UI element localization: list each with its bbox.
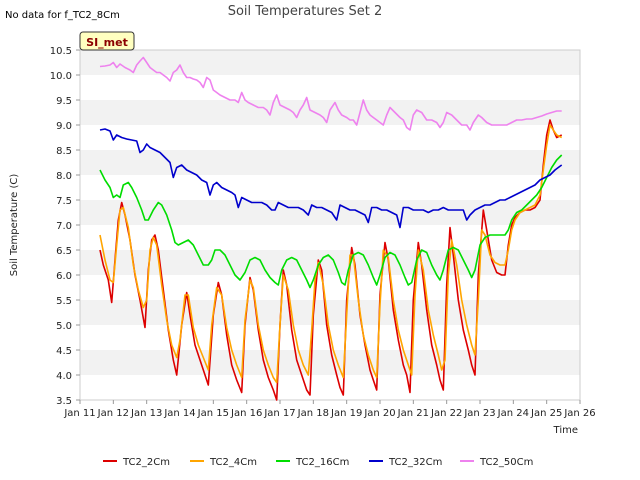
y-tick-label: 7.0 bbox=[56, 221, 72, 232]
x-tick-label: Jan 11 bbox=[63, 408, 95, 419]
y-axis-title: Soil Temperature (C) bbox=[9, 174, 20, 277]
y-tick-label: 5.5 bbox=[56, 296, 72, 307]
x-axis: Jan 11 Jan 12 Jan 13 Jan 14 Jan 15 Jan 16 Jan … bbox=[63, 400, 596, 419]
y-tick-label: 8.5 bbox=[56, 146, 72, 157]
x-tick-label: Jan 12 bbox=[97, 408, 129, 419]
y-tick-label: 6.5 bbox=[56, 246, 72, 257]
y-tick-label: 3.5 bbox=[56, 396, 72, 407]
y-tick-label: 10.5 bbox=[50, 46, 72, 57]
grid-band bbox=[80, 350, 580, 375]
series-line-TC2_50Cm bbox=[99, 56, 562, 131]
badge-box bbox=[79, 31, 135, 51]
y-tick-label: 9.0 bbox=[56, 121, 72, 132]
x-tick-label: Jan 24 bbox=[497, 408, 529, 419]
legend-label-TC2_50Cm: TC2_50Cm bbox=[479, 457, 533, 468]
no-data-note: No data for f_TC2_8Cm bbox=[5, 10, 120, 21]
x-tick-label: Jan 23 bbox=[463, 408, 495, 419]
grid-band bbox=[80, 150, 580, 175]
series-line-TC2_4Cm bbox=[99, 124, 563, 384]
x-tick-label: Jan 16 bbox=[230, 408, 262, 419]
legend-label-TC2_2Cm: TC2_2Cm bbox=[122, 457, 170, 468]
badge-label: SI_met bbox=[86, 36, 128, 49]
legend-label-TC2_32Cm: TC2_32Cm bbox=[388, 457, 442, 468]
grid-band bbox=[80, 50, 580, 75]
x-tick-label: Jan 19 bbox=[330, 408, 362, 419]
grid-band bbox=[80, 125, 580, 150]
series-line-TC2_2Cm bbox=[99, 119, 563, 401]
y-axis: 3.5 4.0 4.5 5.0 5.5 6.0 6.5 7.0 7.5 8.0 8.5 9.0 9.5 1… bbox=[50, 46, 80, 407]
grid-band bbox=[80, 275, 580, 300]
x-tick-label: Jan 20 bbox=[363, 408, 395, 419]
x-tick-label: Jan 14 bbox=[163, 408, 195, 419]
series-line-TC2_16Cm bbox=[99, 154, 563, 289]
grid-band bbox=[80, 175, 580, 200]
y-tick-label: 6.0 bbox=[56, 271, 72, 282]
grid-band bbox=[80, 375, 580, 400]
x-axis-title: Time bbox=[553, 425, 578, 436]
chart-title: Soil Temperatures Set 2 bbox=[228, 4, 383, 19]
legend-label-TC2_4Cm: TC2_4Cm bbox=[209, 457, 257, 468]
grid-band bbox=[80, 75, 580, 100]
site-badge: SI_met bbox=[79, 31, 135, 51]
y-tick-label: 4.5 bbox=[56, 346, 72, 357]
x-tick-label: Jan 25 bbox=[530, 408, 562, 419]
x-tick-label: Jan 13 bbox=[130, 408, 162, 419]
y-tick-label: 8.0 bbox=[56, 171, 72, 182]
x-tick-label: Jan 17 bbox=[263, 408, 295, 419]
y-tick-label: 4.0 bbox=[56, 371, 72, 382]
legend: TC2_2Cm TC2_4Cm TC2_16Cm TC2_32Cm TC2_50Cm bbox=[103, 457, 533, 468]
grid-band bbox=[80, 225, 580, 250]
x-tick-label: Jan 22 bbox=[430, 408, 462, 419]
legend-label-TC2_16Cm: TC2_16Cm bbox=[295, 457, 349, 468]
x-tick-label: Jan 15 bbox=[197, 408, 229, 419]
y-tick-label: 10.0 bbox=[50, 71, 72, 82]
grid-band bbox=[80, 300, 580, 325]
x-tick-label: Jan 21 bbox=[397, 408, 429, 419]
y-tick-label: 9.5 bbox=[56, 96, 72, 107]
y-tick-label: 5.0 bbox=[56, 321, 72, 332]
x-tick-label: Jan 18 bbox=[297, 408, 329, 419]
y-tick-label: 7.5 bbox=[56, 196, 72, 207]
series-lines bbox=[99, 56, 563, 401]
series-line-TC2_32Cm bbox=[99, 128, 563, 229]
x-tick-label: Jan 26 bbox=[563, 408, 595, 419]
